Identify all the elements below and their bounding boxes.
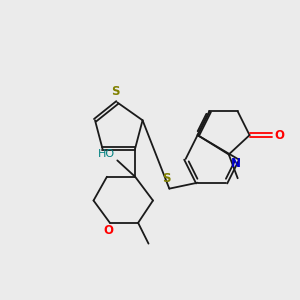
Text: O: O xyxy=(103,224,113,237)
Text: S: S xyxy=(112,85,120,98)
Text: O: O xyxy=(274,129,284,142)
Text: N: N xyxy=(230,157,241,170)
Text: S: S xyxy=(162,172,171,185)
Text: HO: HO xyxy=(98,149,115,159)
